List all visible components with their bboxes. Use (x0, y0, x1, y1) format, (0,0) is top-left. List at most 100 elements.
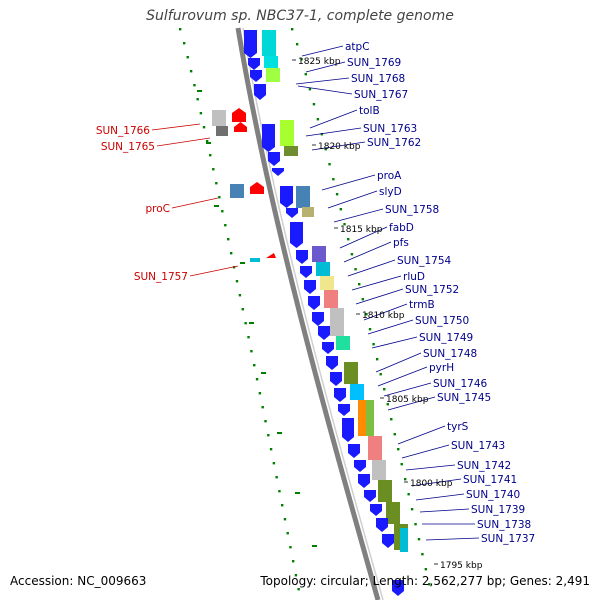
gc-dot (383, 388, 386, 391)
gc-dot (332, 178, 335, 181)
forward-gene-arrow (250, 70, 262, 82)
gene-leader-line (301, 45, 344, 57)
forward-gene-arrow (280, 186, 293, 208)
gene-leader-line (297, 85, 353, 95)
cog-blocks-layer (212, 30, 408, 552)
kbp-label: 1795 kbp (440, 561, 483, 571)
forward-gene-arrow (244, 30, 257, 58)
gc-dot (267, 434, 270, 437)
gc-dot (335, 193, 339, 196)
gene-label: SUN_1766 (96, 125, 150, 137)
gene-label: tolB (359, 105, 380, 117)
gc-dot (308, 88, 312, 91)
cog-block (296, 186, 310, 208)
accession-text: Accession: NC_009663 (10, 574, 147, 588)
gc-dot (264, 420, 267, 423)
gene-leader-line (375, 352, 422, 373)
gene-label: SUN_1750 (415, 315, 469, 327)
gc-dot (289, 546, 292, 549)
gc-dot (215, 182, 218, 185)
gene-label: SUN_1763 (363, 123, 417, 135)
gc-dot (272, 462, 276, 465)
gene-label: SUN_1767 (354, 89, 408, 101)
gc-dot (424, 568, 428, 571)
gc-dot (235, 280, 239, 283)
forward-gene-arrow (376, 518, 388, 532)
cog-block (302, 207, 314, 217)
gc-dot (365, 313, 368, 316)
cog-block (400, 528, 408, 552)
cog-block (320, 276, 334, 290)
gc-dot (278, 490, 281, 493)
gene-leader-line (333, 208, 384, 223)
gene-label: SUN_1746 (433, 378, 487, 390)
gene-leader-line (397, 425, 446, 445)
gc-dot (390, 418, 393, 421)
gene-leader-line (401, 444, 450, 459)
gc-dot (300, 58, 303, 61)
cog-block (264, 56, 278, 68)
gc-dot (227, 238, 230, 241)
forward-gene-arrow (364, 490, 376, 502)
gene-leader-line (305, 127, 362, 137)
forward-gene-arrow (286, 208, 298, 218)
gc-dot (379, 373, 382, 376)
gc-dot (193, 84, 196, 87)
gene-label: SUN_1749 (419, 332, 473, 344)
reverse-gene-arrow (232, 108, 246, 122)
cog-block (350, 384, 364, 400)
gc-dot (244, 322, 247, 325)
kbp-label: 1825 kbp (298, 57, 341, 67)
cog-block (368, 436, 382, 460)
gene-leader-line (371, 336, 418, 349)
gc-dot (186, 56, 189, 59)
gc-dash (312, 545, 317, 547)
cog-block (280, 120, 294, 146)
forward-gene-arrow (248, 58, 260, 70)
forward-gene-arrow (354, 460, 366, 472)
gene-leader-line (321, 174, 376, 191)
gene-label: SUN_1769 (347, 57, 401, 69)
forward-gene-arrow (358, 474, 370, 488)
gene-label: pfs (393, 237, 409, 249)
gc-dash (206, 142, 211, 144)
gc-dash (261, 372, 266, 374)
cog-block (330, 308, 344, 336)
gc-dots-layer (179, 28, 431, 591)
cog-block (262, 30, 276, 56)
gc-dot (250, 350, 253, 353)
kbp-label: 1810 kbp (362, 311, 405, 321)
cog-block (324, 290, 338, 308)
gene-label: SUN_1737 (481, 533, 535, 545)
gc-dot (421, 553, 424, 556)
forward-gene-arrow (300, 266, 312, 278)
cog-block-reverse (230, 184, 244, 198)
gene-label: SUN_1740 (466, 489, 520, 501)
gc-dot (189, 70, 193, 73)
gc-dot (269, 448, 273, 451)
cog-block-reverse (250, 258, 260, 262)
gc-dot (361, 298, 365, 301)
kbp-label: 1800 kbp (410, 479, 453, 489)
forward-gene-arrow (262, 124, 275, 152)
forward-gene-arrow (318, 326, 330, 340)
gene-leader-line (351, 275, 402, 291)
forward-gene-arrow (312, 312, 324, 326)
forward-gene-arrow (370, 504, 382, 516)
gene-label: atpC (345, 41, 370, 53)
gene-leader-line (311, 141, 366, 151)
gene-label: fabD (389, 222, 414, 234)
cog-block (378, 480, 392, 502)
gc-dot (328, 163, 331, 166)
gc-dot (202, 126, 206, 129)
gene-label: SUN_1738 (477, 519, 531, 531)
cog-block (312, 246, 326, 262)
gc-dot (258, 392, 262, 395)
gc-dash (240, 262, 245, 264)
gc-dot (368, 328, 372, 331)
cog-block (284, 146, 298, 156)
gene-label: proC (145, 203, 170, 215)
gene-leader-line (327, 190, 378, 209)
gc-dot (291, 560, 295, 563)
